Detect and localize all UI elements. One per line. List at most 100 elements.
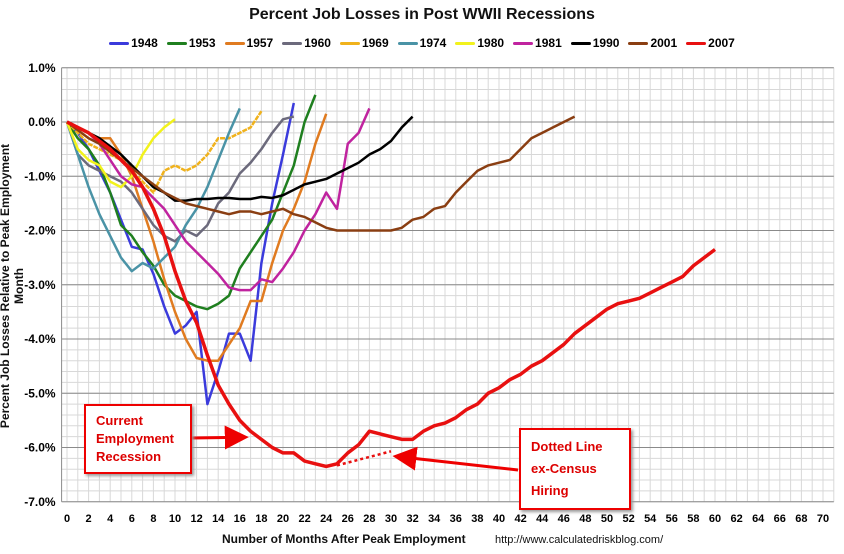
y-tick-label: -6.0%	[24, 441, 56, 455]
y-tick-label: -3.0%	[24, 278, 56, 292]
x-tick-label: 34	[428, 513, 441, 525]
series-line-1953	[65, 94, 317, 311]
annotation-line: Dotted Line	[531, 439, 603, 454]
y-tick-label: -7.0%	[24, 495, 56, 509]
y-tick-label: 1.0%	[28, 61, 56, 75]
y-tick-label: 0.0%	[28, 115, 56, 129]
legend-swatch	[109, 41, 130, 45]
x-tick-label: 26	[342, 513, 354, 525]
series-line-1980	[65, 118, 176, 189]
legend: 1948 1953 1957 1960 1969 1974 1980 1981 1990 2001…	[0, 36, 844, 50]
x-tick-label: 12	[190, 513, 202, 525]
x-tick-label: 64	[752, 513, 765, 525]
y-tick-label: -4.0%	[24, 332, 56, 346]
x-tick-label: 6	[129, 513, 135, 525]
legend-swatch	[686, 41, 707, 45]
legend-swatch	[628, 41, 649, 45]
series-line-2007	[66, 120, 717, 469]
series-line-2001	[66, 115, 576, 232]
legend-item-2001: 2001	[628, 36, 677, 50]
y-tick-label: -1.0%	[24, 169, 56, 183]
legend-label: 2007	[708, 36, 735, 50]
x-tick-label: 58	[687, 513, 699, 525]
x-tick-label: 62	[730, 513, 742, 525]
legend-item-1948: 1948	[109, 36, 158, 50]
x-tick-label: 10	[169, 513, 181, 525]
x-tick-label: 28	[363, 513, 375, 525]
legend-swatch	[339, 41, 360, 45]
series-line-1957	[66, 113, 328, 362]
x-tick-label: 36	[450, 513, 462, 525]
legend-swatch	[455, 41, 476, 45]
series-line-1981	[66, 107, 371, 292]
y-tick-label: -2.0%	[24, 224, 56, 238]
legend-item-1990: 1990	[570, 36, 620, 50]
legend-item-2007: 2007	[686, 36, 735, 50]
series-line-1960	[65, 115, 295, 243]
x-axis-label: Number of Months After Peak Employment	[222, 532, 466, 546]
legend-label: 1980	[477, 36, 505, 50]
legend-item-1981: 1981	[513, 36, 562, 50]
x-tick-label: 30	[385, 513, 397, 525]
x-tick-label: 0	[64, 513, 70, 525]
annotation-line: Employment	[96, 431, 175, 446]
legend-swatch	[166, 41, 187, 45]
source-url: http://www.calculatedriskblog.com/	[495, 534, 664, 546]
x-tick-label: 66	[774, 513, 786, 525]
x-tick-label: 50	[601, 513, 613, 525]
x-tick-label: 24	[320, 513, 333, 525]
series-line-1974	[65, 107, 241, 273]
x-tick-label: 68	[795, 513, 807, 525]
annotation-ex-census: Dotted Line ex-Census Hiring	[519, 428, 631, 510]
legend-item-1953: 1953	[166, 36, 216, 50]
annotation-line: Current	[96, 413, 143, 428]
annotation-line: Hiring	[531, 483, 569, 498]
x-tick-label: 46	[558, 513, 570, 525]
legend-label: 1960	[304, 36, 331, 50]
legend-label: 1990	[592, 36, 620, 50]
chart-title: Percent Job Losses in Post WWII Recessio…	[249, 6, 595, 23]
x-tick-label: 4	[107, 513, 114, 525]
x-tick-label: 14	[212, 513, 225, 525]
legend-swatch	[570, 41, 591, 45]
annotation-line: Recession	[96, 449, 162, 464]
y-axis-label: Percent Job Losses Relative to Peak Empl…	[0, 143, 26, 429]
annotation-current-recession: Current Employment Recession	[84, 404, 192, 474]
x-tick-label: 2	[86, 513, 92, 525]
x-tick-label: 70	[817, 513, 829, 525]
x-tick-label: 40	[493, 513, 505, 525]
legend-label: 1957	[246, 36, 274, 50]
x-tick-label: 32	[406, 513, 418, 525]
x-tick-label: 18	[255, 513, 267, 525]
x-tick-label: 8	[150, 513, 156, 525]
x-tick-label: 42	[514, 513, 526, 525]
x-tick-label: 16	[234, 513, 246, 525]
legend-swatch	[224, 41, 245, 45]
annotation-arrow	[392, 446, 519, 472]
legend-swatch	[397, 41, 418, 45]
x-tick-label: 52	[622, 513, 634, 525]
legend-label: 1981	[535, 36, 562, 50]
legend-label: 1974	[419, 36, 447, 50]
series-line-1969	[66, 110, 263, 194]
legend-swatch	[282, 41, 303, 45]
x-tick-label: 20	[277, 513, 289, 525]
annotation-arrow	[191, 425, 249, 450]
legend-label: 1969	[361, 36, 389, 50]
legend-item-1960: 1960	[282, 36, 331, 50]
legend-swatch	[513, 41, 534, 45]
x-tick-label: 38	[471, 513, 483, 525]
x-tick-label: 44	[536, 513, 549, 525]
legend-item-1980: 1980	[455, 36, 504, 50]
x-tick-label: 48	[579, 513, 591, 525]
y-tick-label: -5.0%	[24, 386, 56, 400]
x-tick-label: 22	[298, 513, 310, 525]
legend-label: 1948	[131, 36, 158, 50]
x-tick-label: 54	[644, 513, 657, 525]
x-tick-label: 56	[666, 513, 678, 525]
legend-item-1974: 1974	[397, 36, 447, 50]
legend-item-1957: 1957	[224, 36, 274, 50]
legend-label: 1953	[188, 36, 216, 50]
legend-label: 2001	[650, 36, 678, 50]
